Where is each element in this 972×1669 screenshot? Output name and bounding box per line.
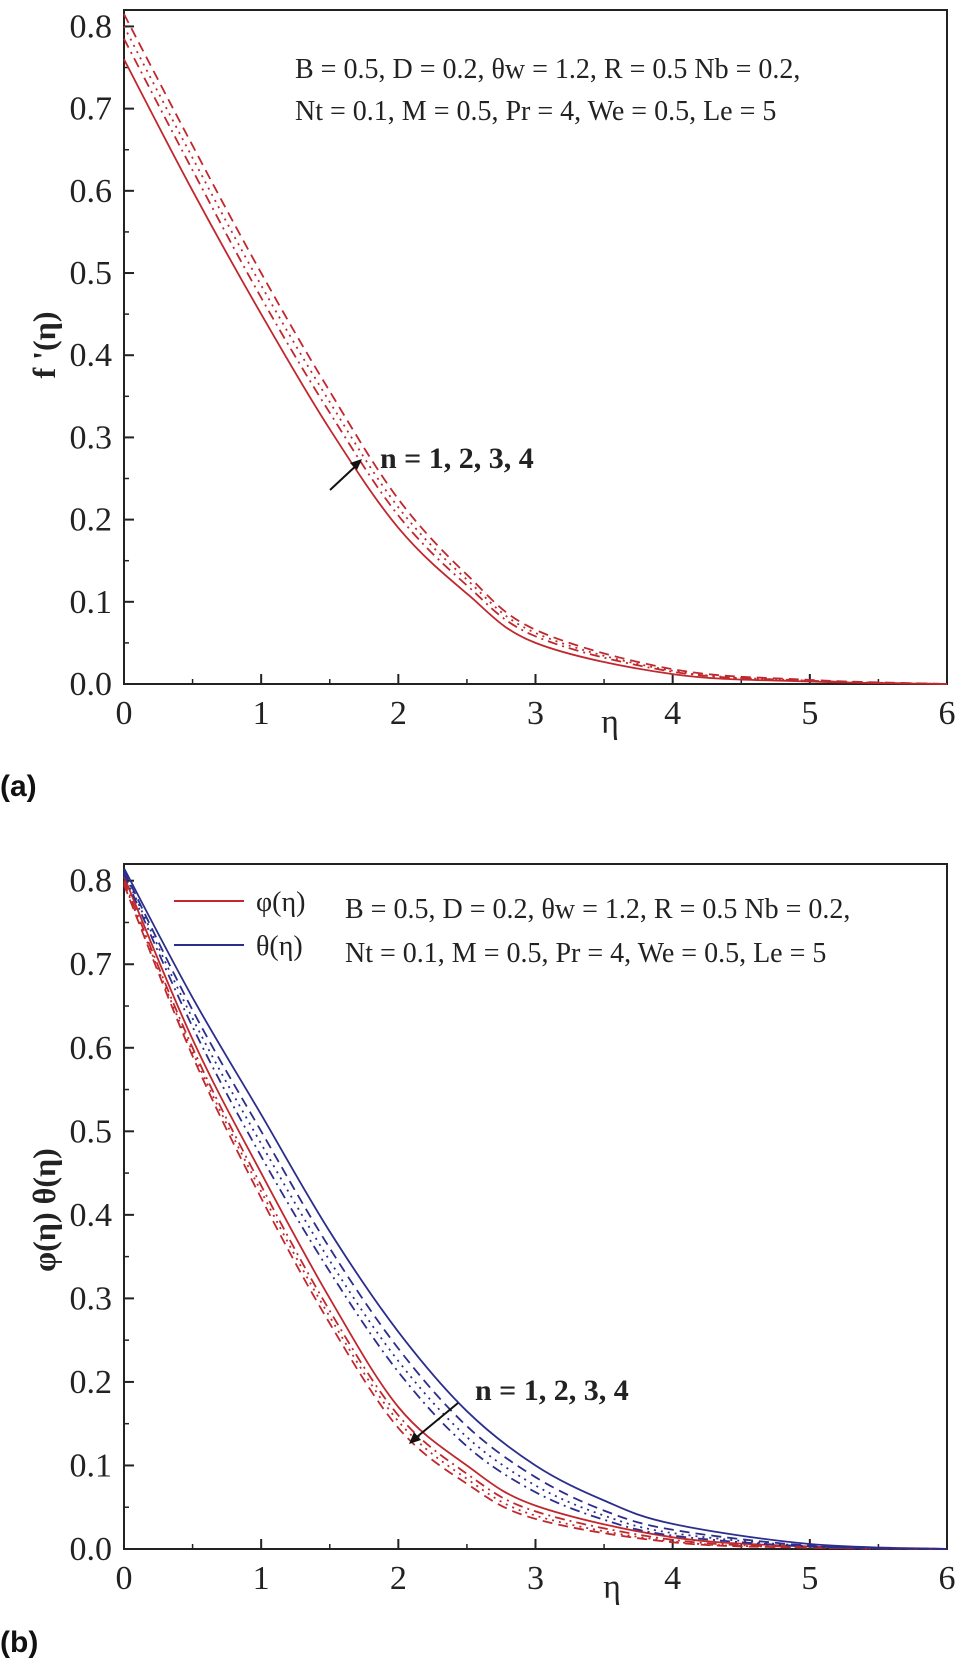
series-line-b-5 [123, 867, 948, 1550]
trend-arrowhead-a [350, 459, 362, 470]
series-line-b-6 [123, 870, 948, 1550]
x-tick-label-a-2: 2 [390, 695, 407, 732]
x-tick-label-a-6: 6 [939, 695, 956, 732]
x-tick-label-a-3: 3 [527, 695, 544, 732]
x-axis-label-b: η [603, 1569, 621, 1606]
params-line-2-a: Nt = 0.1, M = 0.5, Pr = 4, We = 0.5, Le … [295, 96, 776, 127]
x-tick-label-a-0: 0 [116, 695, 133, 732]
series-group-b [123, 867, 948, 1550]
x-tick-label-b-2: 2 [390, 1560, 407, 1597]
series-line-b-1 [123, 876, 948, 1550]
y-tick-label-a-6: 0.6 [70, 173, 113, 210]
y-tick-label-b-7: 0.7 [70, 946, 113, 983]
series-line-a-4 [123, 13, 948, 685]
x-tick-label-b-6: 6 [939, 1560, 956, 1597]
y-axis-label-b: φ(η) θ(η) [26, 1148, 62, 1272]
series-line-b-3 [123, 882, 948, 1550]
x-tick-label-b-0: 0 [116, 1560, 133, 1597]
panel-label-b: (b) [0, 1626, 38, 1659]
series-line-b-2 [123, 880, 948, 1550]
y-tick-label-b-3: 0.3 [70, 1280, 113, 1317]
legend-label-phi: φ(η) [256, 887, 305, 918]
y-tick-label-b-8: 0.8 [70, 863, 113, 900]
arrow-label-b: n = 1, 2, 3, 4 [475, 1374, 629, 1407]
legend-b: φ(η) θ(η) [174, 887, 305, 962]
arrow-label-a: n = 1, 2, 3, 4 [380, 442, 534, 475]
legend-label-theta: θ(η) [256, 931, 303, 962]
y-tick-label-a-5: 0.5 [70, 255, 113, 292]
params-line-2-b: Nt = 0.1, M = 0.5, Pr = 4, We = 0.5, Le … [345, 938, 826, 969]
series-group-a [123, 13, 948, 685]
panel-b: 0 1 2 3 4 5 6 0.0 0.1 0.2 0.3 0.4 0.5 0.6 0.7 0.8 φ(η) … [0, 863, 956, 1659]
params-line-1-a: B = 0.5, D = 0.2, θw = 1.2, R = 0.5 Nb =… [295, 54, 800, 85]
axis-ticks-a: 0 1 2 3 4 5 6 0.0 0.1 0.2 0.3 0.4 0.5 0.6 0.7 0.8 [70, 8, 956, 732]
x-tick-label-a-1: 1 [253, 695, 270, 732]
y-tick-label-b-6: 0.6 [70, 1030, 113, 1067]
x-tick-label-b-3: 3 [527, 1560, 544, 1597]
series-line-b-8 [123, 873, 948, 1550]
trend-arrow-b [411, 1402, 459, 1442]
y-tick-label-b-2: 0.2 [70, 1364, 113, 1401]
panel-label-a: (a) [0, 770, 37, 803]
x-axis-label-a: η [601, 704, 619, 741]
x-tick-label-b-5: 5 [801, 1560, 818, 1597]
x-tick-label-b-4: 4 [664, 1560, 681, 1597]
axis-ticks-b: 0 1 2 3 4 5 6 0.0 0.1 0.2 0.3 0.4 0.5 0.6 0.7 0.8 [70, 863, 956, 1597]
x-tick-label-a-4: 4 [664, 695, 681, 732]
y-tick-label-a-0: 0.0 [70, 666, 113, 703]
x-tick-label-a-5: 5 [801, 695, 818, 732]
y-tick-label-a-4: 0.4 [70, 337, 113, 374]
series-line-a-2 [123, 38, 948, 685]
y-tick-label-b-0: 0.0 [70, 1531, 113, 1568]
x-tick-label-b-1: 1 [253, 1560, 270, 1597]
y-tick-label-a-2: 0.2 [70, 502, 113, 539]
trend-arrowhead-b [409, 1432, 421, 1444]
series-line-a-1 [123, 58, 948, 685]
panel-a: 0 1 2 3 4 5 6 0.0 0.1 0.2 0.3 0.4 0.5 0.6 0.7 0.8 B = 0… [0, 8, 956, 803]
y-tick-label-a-3: 0.3 [70, 419, 113, 456]
y-axis-label-a: f '(η) [26, 311, 62, 378]
series-line-b-4 [123, 884, 948, 1550]
y-tick-label-b-5: 0.5 [70, 1113, 113, 1150]
series-line-b-7 [123, 872, 948, 1550]
y-tick-label-b-4: 0.4 [70, 1197, 113, 1234]
params-line-1-b: B = 0.5, D = 0.2, θw = 1.2, R = 0.5 Nb =… [345, 894, 850, 925]
y-tick-label-b-1: 0.1 [70, 1447, 113, 1484]
y-tick-label-a-7: 0.7 [70, 91, 113, 128]
y-tick-label-a-1: 0.1 [70, 584, 113, 621]
y-tick-label-a-8: 0.8 [70, 8, 113, 45]
